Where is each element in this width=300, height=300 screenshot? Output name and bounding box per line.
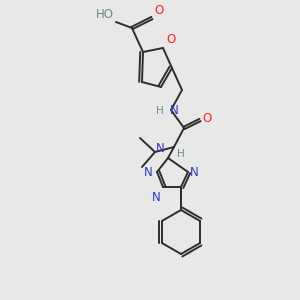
Text: O: O — [202, 112, 211, 125]
Text: O: O — [166, 33, 175, 46]
Text: N: N — [170, 104, 179, 118]
Text: H: H — [156, 106, 164, 116]
Text: N: N — [156, 142, 165, 155]
Text: H: H — [177, 149, 185, 159]
Text: O: O — [154, 4, 163, 17]
Text: N: N — [152, 191, 161, 204]
Text: HO: HO — [96, 8, 114, 21]
Text: N: N — [144, 166, 153, 178]
Text: N: N — [190, 166, 199, 178]
